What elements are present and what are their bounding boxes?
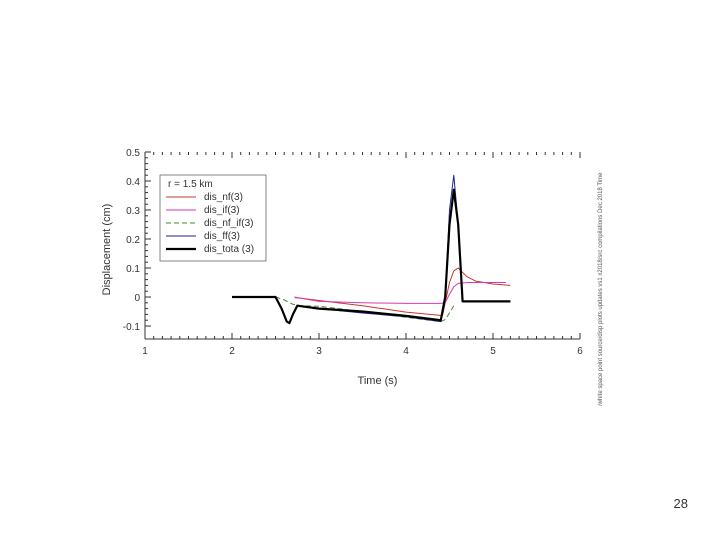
chart-axes: 1 2 3 4 5 6 -0.1 0 0.1 0.2 0.3 0.4 0.5 (123, 148, 583, 357)
x-tick-label: 3 (316, 346, 322, 357)
series-line-5 (232, 188, 511, 325)
legend: r = 1.5 km dis_nf(3) dis_if(3) dis_nf_if(3)… (159, 174, 267, 262)
plot-lines (232, 174, 511, 325)
legend-box (159, 174, 267, 262)
y-axis-label: Displacement (cm) (101, 204, 113, 296)
x-axis-label: Time (s) (358, 375, 398, 387)
legend-header: r = 1.5 km (168, 179, 213, 190)
y-tick-label: 0.4 (126, 177, 140, 188)
x-tick-label: 2 (229, 346, 235, 357)
y-tick-label: 0.1 (126, 264, 140, 275)
x-tick-label: 1 (142, 346, 148, 357)
legend-entry: dis_nf_if(3) (204, 218, 253, 229)
y-tick-label: 0.5 (126, 148, 140, 159)
legend-entry: dis_ff(3) (204, 231, 240, 242)
x-tick-label: 5 (490, 346, 496, 357)
y-tick-label: 0.3 (126, 206, 140, 217)
y-tick-label: -0.1 (123, 322, 141, 333)
series-line-2 (294, 282, 507, 304)
y-tick-label: 0 (134, 293, 140, 304)
legend-entry: dis_nf(3) (204, 192, 243, 203)
legend-entry: dis_tota (3) (204, 244, 254, 255)
x-tick-label: 4 (403, 346, 409, 357)
legend-entry: dis_if(3) (204, 205, 240, 216)
y-tick-label: 0.2 (126, 235, 140, 246)
side-note: /white space point source/disp plots upd… (598, 172, 604, 406)
series-line-1 (294, 267, 511, 317)
page-number: 28 (673, 496, 688, 511)
x-tick-label: 6 (577, 346, 583, 357)
